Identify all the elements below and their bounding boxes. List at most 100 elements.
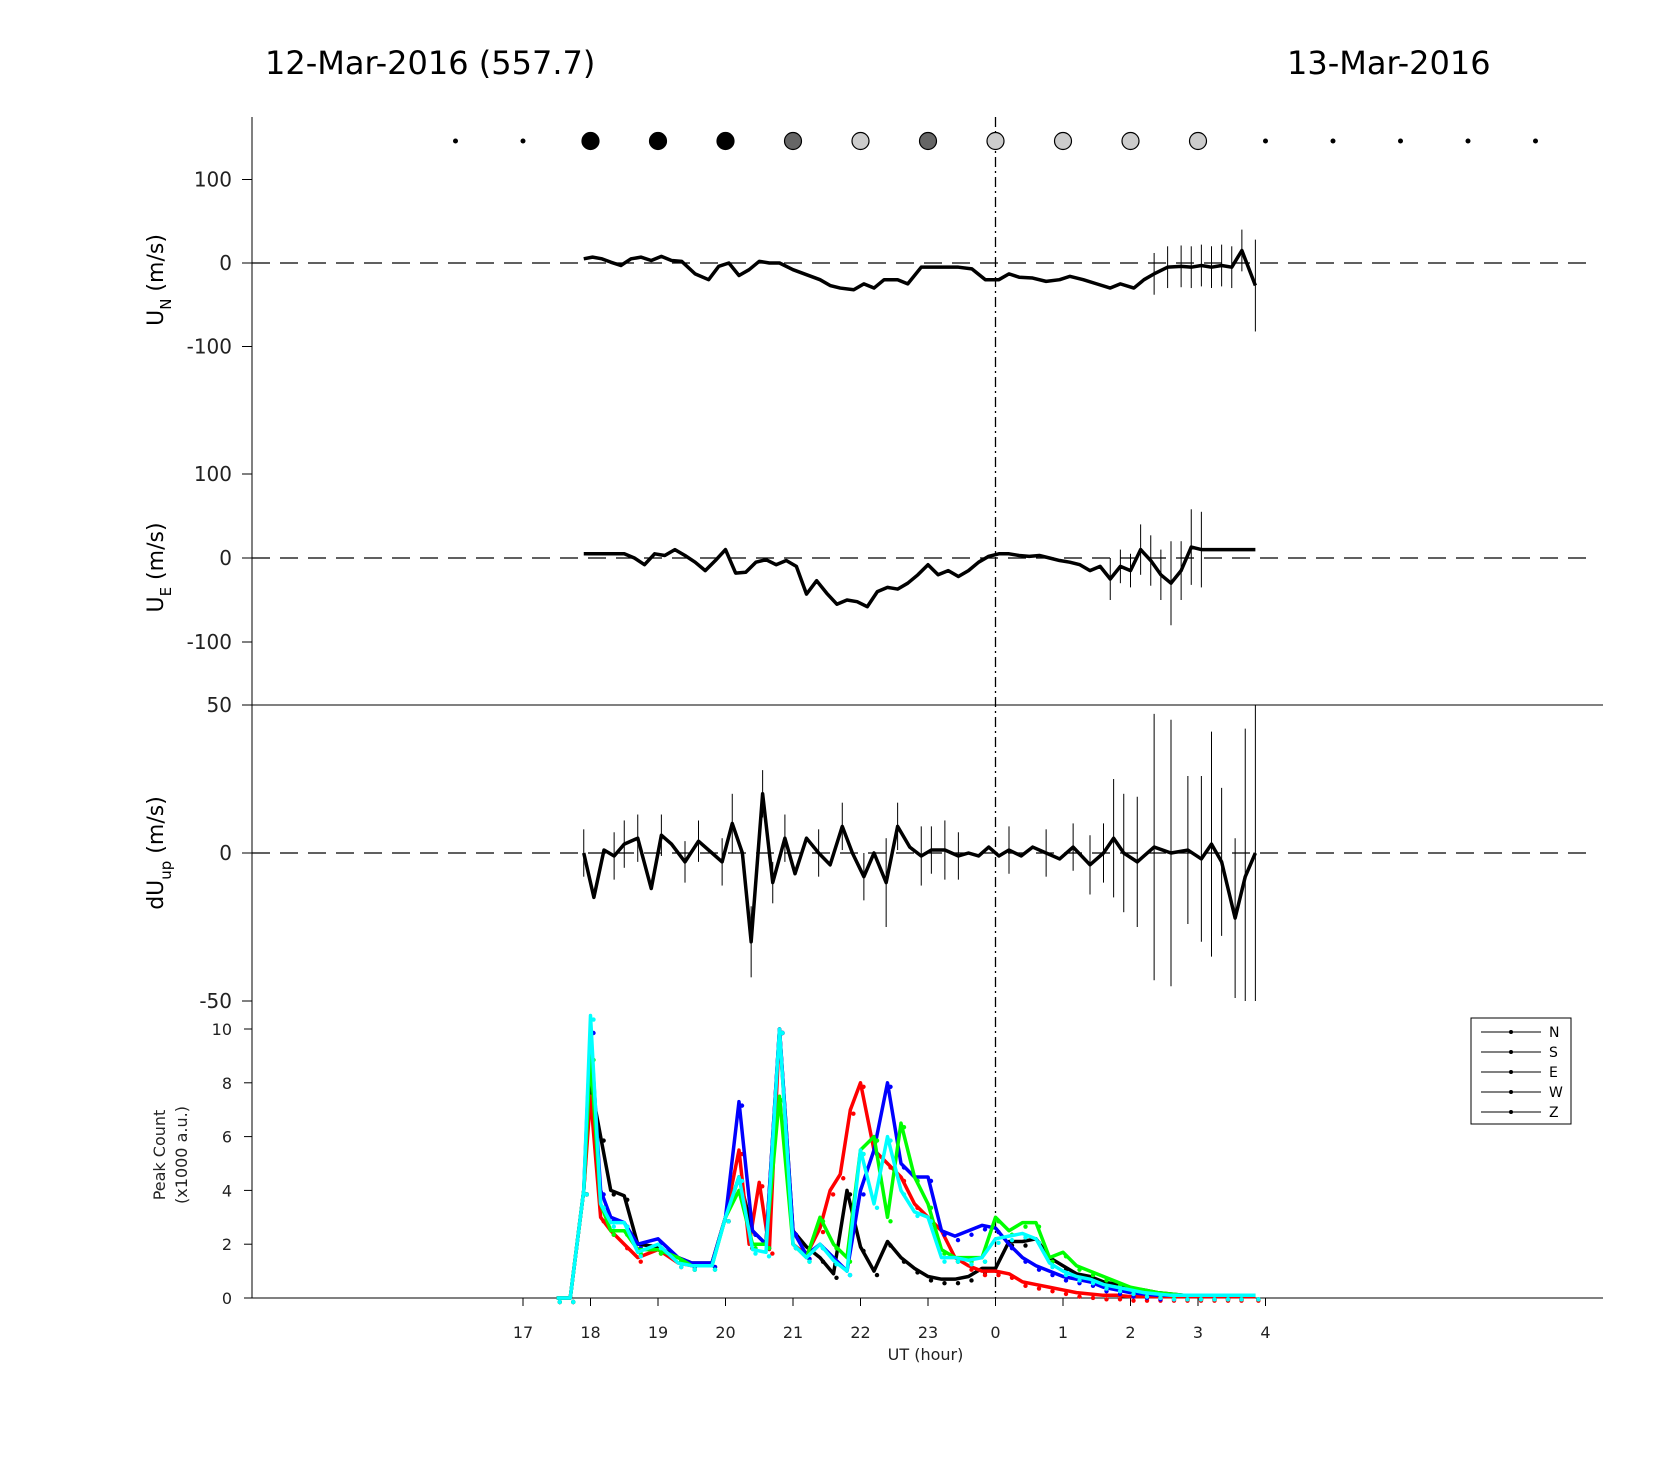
peak-point-Z <box>1225 1297 1231 1302</box>
xtick-label-peak: 18 <box>580 1323 600 1342</box>
legend-marker-E <box>1509 1070 1513 1074</box>
ytick-label-peak: 2 <box>222 1235 232 1254</box>
peak-point-E <box>1050 1272 1055 1278</box>
peak-point-Z <box>1117 1289 1123 1294</box>
xlabel-peak: UT (hour) <box>888 1345 964 1364</box>
peak-point-Z <box>780 1030 785 1036</box>
peak-point-E <box>1023 1259 1028 1264</box>
peak-point-W <box>611 1232 616 1237</box>
ylabel-dUup: dUup (m/s) <box>144 796 175 910</box>
legend-marker-S <box>1509 1050 1513 1054</box>
peak-point-Z <box>1185 1297 1190 1302</box>
peak-point-S <box>1117 1297 1123 1302</box>
peak-point-S <box>770 1251 775 1256</box>
peak-series-Z <box>556 1013 1256 1300</box>
peak-point-S <box>915 1205 920 1211</box>
peak-point-E <box>955 1237 961 1243</box>
peak-point-Z <box>739 1178 745 1184</box>
peak-point-W <box>1063 1254 1069 1259</box>
xtick-label-peak: 1 <box>1058 1323 1068 1342</box>
peak-point-Z <box>766 1254 772 1259</box>
xtick-label-peak: 2 <box>1125 1323 1135 1342</box>
ytick-label-UN: 100 <box>194 168 232 192</box>
ytick-label-dUup: 0 <box>219 841 232 865</box>
legend-label-E: E <box>1549 1065 1558 1081</box>
cloud-dot-small <box>1263 138 1268 144</box>
peak-point-N <box>625 1197 630 1202</box>
peak-point-N <box>969 1278 974 1283</box>
peak-point-Z <box>625 1224 630 1229</box>
peak-point-Z <box>1063 1272 1069 1278</box>
peak-point-W <box>834 1246 839 1251</box>
legend-label-N: N <box>1549 1025 1559 1041</box>
peak-point-E <box>1036 1267 1042 1272</box>
peak-point-S <box>1104 1297 1109 1302</box>
peak-point-N <box>874 1272 880 1278</box>
cloud-dot-small <box>1465 138 1471 144</box>
peak-point-S <box>1023 1283 1028 1289</box>
peak-point-S <box>1131 1298 1136 1303</box>
peak-point-Z <box>1077 1278 1082 1283</box>
peak-point-S <box>888 1165 893 1170</box>
peak-point-E <box>969 1232 974 1237</box>
ylabel-UE: UE (m/s) <box>144 522 175 612</box>
legend-label-Z: Z <box>1549 1105 1559 1121</box>
ytick-label-UN: -100 <box>187 335 232 359</box>
peak-point-N <box>861 1248 866 1254</box>
peak-point-Z <box>861 1151 866 1157</box>
cloud-dot-clear <box>851 131 870 151</box>
cloud-dot-clear <box>986 131 1005 151</box>
peak-point-S <box>760 1184 765 1189</box>
peak-point-W <box>942 1251 947 1256</box>
peak-point-Z <box>1171 1297 1177 1302</box>
peak-point-E <box>601 1192 606 1197</box>
peak-point-Z <box>996 1240 1001 1246</box>
peak-point-Z <box>955 1259 961 1264</box>
xtick-label-peak: 20 <box>715 1323 735 1342</box>
xtick-label-peak: 21 <box>783 1323 803 1342</box>
peak-point-W <box>874 1138 880 1143</box>
peak-point-E <box>888 1084 893 1090</box>
peak-point-Z <box>557 1299 562 1305</box>
cloud-dot-cloudy <box>581 131 600 151</box>
peak-point-Z <box>915 1213 920 1219</box>
peak-point-E <box>793 1232 799 1237</box>
peak-point-N <box>1023 1243 1028 1248</box>
xtick-label-peak: 22 <box>850 1323 870 1342</box>
peak-point-S <box>901 1178 907 1184</box>
peak-point-Z <box>1212 1297 1217 1302</box>
peak-point-Z <box>1104 1286 1109 1291</box>
xtick-label-peak: 17 <box>513 1323 533 1342</box>
end-date-title: 13-Mar-2016 <box>1287 44 1491 82</box>
peak-point-N <box>834 1275 839 1280</box>
peak-point-Z <box>807 1259 812 1264</box>
peak-point-Z <box>712 1267 718 1272</box>
peak-point-E <box>901 1165 907 1170</box>
peak-point-N <box>928 1278 934 1283</box>
peak-point-N <box>601 1138 606 1143</box>
peak-point-W <box>901 1124 907 1130</box>
peak-point-W <box>888 1219 893 1224</box>
peak-point-W <box>658 1251 664 1256</box>
ytick-label-dUup: -50 <box>199 989 232 1013</box>
peak-point-S <box>638 1259 643 1264</box>
peak-point-Z <box>591 1017 596 1022</box>
peak-point-N <box>901 1259 907 1264</box>
peak-point-S <box>996 1272 1001 1278</box>
ytick-label-peak: 6 <box>222 1128 232 1147</box>
peak-point-E <box>1009 1246 1015 1251</box>
peak-point-N <box>888 1243 893 1248</box>
xtick-label-peak: 3 <box>1193 1323 1203 1342</box>
peak-point-Z <box>1090 1280 1096 1286</box>
cloud-dot-small <box>1533 138 1538 144</box>
peak-point-S <box>830 1192 836 1197</box>
peak-point-N <box>820 1259 826 1264</box>
peak-point-S <box>1063 1291 1069 1297</box>
peak-point-E <box>942 1232 947 1237</box>
peak-series-E <box>556 1027 1256 1300</box>
peak-point-Z <box>942 1259 947 1264</box>
peak-point-S <box>1009 1275 1015 1280</box>
xtick-label-peak: 0 <box>990 1323 1000 1342</box>
peak-point-Z <box>1144 1294 1150 1299</box>
